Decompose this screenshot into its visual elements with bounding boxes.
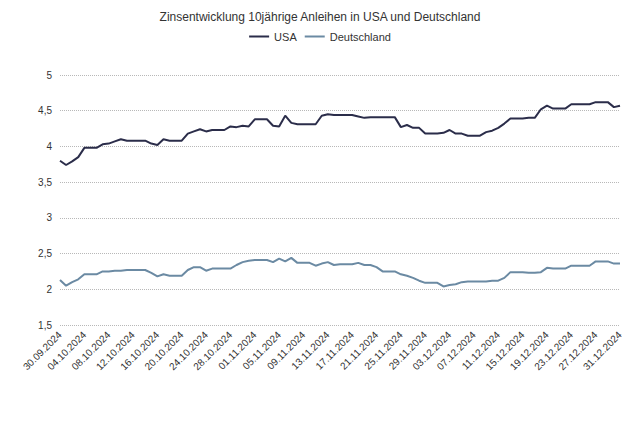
svg-text:11.12.2024: 11.12.2024 <box>459 329 503 372</box>
svg-text:2: 2 <box>46 284 52 295</box>
svg-text:30.09.2024: 30.09.2024 <box>20 329 64 373</box>
svg-text:2,5: 2,5 <box>38 248 52 259</box>
svg-text:4: 4 <box>46 141 52 152</box>
svg-text:08.10.2024: 08.10.2024 <box>69 329 113 373</box>
svg-text:28.10.2024: 28.10.2024 <box>191 329 235 373</box>
svg-text:23.12.2024: 23.12.2024 <box>532 329 576 373</box>
svg-text:1,5: 1,5 <box>38 320 52 331</box>
svg-text:17.11.2024: 17.11.2024 <box>313 329 357 372</box>
svg-text:13.11.2024: 13.11.2024 <box>289 329 332 372</box>
svg-text:31.12.2024: 31.12.2024 <box>581 329 624 372</box>
svg-text:USA: USA <box>274 31 297 43</box>
svg-text:15.12.2024: 15.12.2024 <box>483 329 527 373</box>
svg-text:05.11.2024: 05.11.2024 <box>240 329 283 372</box>
svg-text:16.10.2024: 16.10.2024 <box>118 329 162 373</box>
svg-text:01.11.2024: 01.11.2024 <box>216 329 259 372</box>
svg-text:07.12.2024: 07.12.2024 <box>434 329 478 373</box>
svg-text:21.11.2024: 21.11.2024 <box>337 329 381 372</box>
svg-text:20.10.2024: 20.10.2024 <box>142 329 186 373</box>
svg-text:3,5: 3,5 <box>38 177 52 188</box>
svg-text:04.10.2024: 04.10.2024 <box>45 329 89 373</box>
svg-text:24.10.2024: 24.10.2024 <box>166 329 210 373</box>
svg-text:19.12.2024: 19.12.2024 <box>507 329 551 373</box>
svg-text:Zinsentwicklung 10jährige Anle: Zinsentwicklung 10jährige Anleihen in US… <box>160 10 481 24</box>
svg-text:4,5: 4,5 <box>38 105 52 116</box>
svg-text:03.12.2024: 03.12.2024 <box>410 329 454 373</box>
svg-text:25.11.2024: 25.11.2024 <box>362 329 405 372</box>
svg-text:12.10.2024: 12.10.2024 <box>93 329 137 373</box>
svg-text:3: 3 <box>46 212 52 223</box>
svg-text:Deutschland: Deutschland <box>330 31 391 43</box>
svg-text:27.12.2024: 27.12.2024 <box>556 329 600 373</box>
svg-text:5: 5 <box>46 70 52 81</box>
svg-text:09.11.2024: 09.11.2024 <box>264 329 308 372</box>
svg-text:29.11.2024: 29.11.2024 <box>386 329 430 372</box>
